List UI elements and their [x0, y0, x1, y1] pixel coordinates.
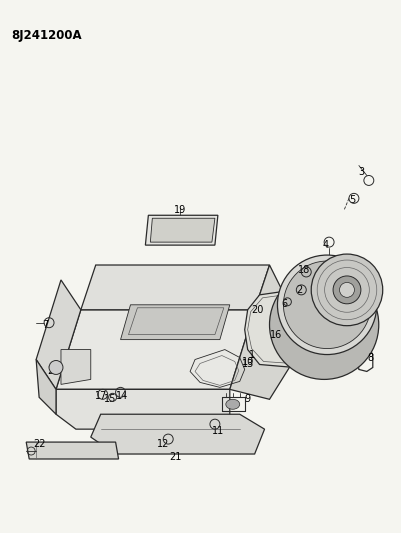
Text: 16: 16	[270, 329, 283, 340]
Polygon shape	[26, 442, 119, 459]
Polygon shape	[56, 389, 230, 429]
Polygon shape	[61, 350, 91, 384]
Ellipse shape	[49, 360, 63, 375]
Polygon shape	[36, 280, 81, 389]
Polygon shape	[230, 265, 294, 399]
Text: 8J241200A: 8J241200A	[11, 29, 82, 42]
Polygon shape	[150, 218, 215, 242]
Ellipse shape	[340, 282, 354, 297]
Polygon shape	[121, 305, 230, 340]
Text: 20: 20	[251, 305, 264, 315]
Text: 8: 8	[368, 352, 374, 362]
Ellipse shape	[320, 321, 328, 329]
Text: 21: 21	[169, 452, 181, 462]
Polygon shape	[146, 215, 218, 245]
Text: 22: 22	[33, 439, 45, 449]
Ellipse shape	[333, 276, 361, 304]
Ellipse shape	[226, 399, 240, 409]
Polygon shape	[56, 310, 255, 389]
Text: 12: 12	[157, 439, 170, 449]
Ellipse shape	[311, 254, 383, 326]
Text: 23: 23	[47, 367, 59, 376]
Ellipse shape	[316, 317, 332, 333]
Text: 6: 6	[282, 299, 288, 309]
Ellipse shape	[284, 261, 371, 349]
Text: 10: 10	[241, 358, 254, 367]
Text: 4: 4	[323, 240, 329, 250]
Ellipse shape	[269, 270, 379, 379]
Text: 18: 18	[298, 265, 310, 275]
Text: 19: 19	[174, 205, 186, 215]
Polygon shape	[91, 414, 265, 454]
Polygon shape	[36, 360, 56, 414]
Text: 11: 11	[212, 426, 224, 436]
Text: 5: 5	[349, 196, 355, 205]
Text: 1: 1	[249, 350, 255, 360]
Text: 3: 3	[358, 167, 364, 177]
Text: 17: 17	[95, 391, 107, 401]
Text: 15: 15	[104, 394, 117, 405]
Text: 13: 13	[241, 359, 254, 369]
Text: 9: 9	[245, 394, 251, 405]
Text: 2: 2	[296, 285, 302, 295]
Polygon shape	[245, 290, 319, 367]
Text: 14: 14	[116, 391, 129, 401]
Ellipse shape	[277, 255, 377, 354]
Text: 7: 7	[42, 320, 48, 330]
Polygon shape	[81, 265, 269, 310]
